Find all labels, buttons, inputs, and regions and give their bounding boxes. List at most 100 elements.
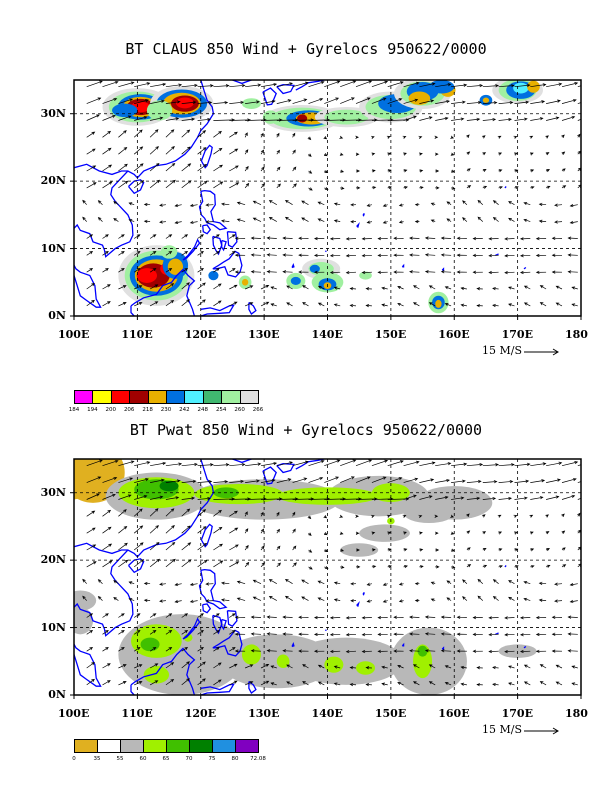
wind-arrow [472, 253, 483, 258]
wind-arrow [260, 166, 265, 172]
wind-arrow [181, 646, 189, 652]
wind-arrow [181, 163, 192, 172]
wind-arrow [387, 460, 404, 467]
wind-arrow [498, 185, 503, 190]
wind-arrow [482, 463, 500, 467]
wind-arrow [324, 169, 329, 173]
wind-arrow [382, 582, 388, 586]
wind-arrow [498, 479, 514, 484]
wind-arrow [149, 267, 157, 273]
wind-arrow [298, 615, 309, 619]
wind-arrow [134, 302, 143, 307]
shading-blob [371, 483, 410, 503]
wind-arrow [229, 544, 239, 551]
colorbar-tick-label: 72.08 [250, 756, 266, 762]
colorbar-tick-label: 80 [231, 756, 239, 762]
wind-arrow [165, 525, 175, 534]
wind-arrow [397, 286, 404, 290]
wind-arrow [546, 478, 561, 483]
coastline [523, 266, 527, 270]
wind-arrow [276, 183, 281, 189]
wind-arrow [229, 100, 244, 105]
wind-arrow [554, 599, 563, 603]
wind-arrow [567, 615, 578, 619]
colorbar-tick-label: 200 [105, 407, 117, 413]
wind-arrow [102, 476, 118, 483]
wind-arrow [349, 666, 357, 670]
wind-arrow [371, 135, 375, 139]
wind-arrow [567, 632, 578, 636]
colorbar-swatch [212, 739, 236, 753]
wind-arrow [159, 582, 166, 586]
wind-arrow [143, 598, 151, 603]
wind-arrow [462, 596, 468, 601]
wind-arrow [86, 299, 95, 307]
wind-arrow [488, 237, 499, 241]
wind-arrow [340, 97, 355, 104]
wind-arrow [356, 565, 361, 569]
wind-arrow [324, 565, 329, 569]
wind-arrow [197, 479, 213, 484]
wind-arrow [197, 282, 206, 290]
wind-arrow [260, 132, 264, 138]
wind-arrow [234, 615, 246, 619]
wind-arrow [181, 117, 196, 121]
wind-arrow [133, 508, 143, 517]
wind-arrow [250, 236, 262, 240]
wind-arrow [498, 564, 503, 569]
wind-arrow [102, 493, 116, 500]
colorbar-tick-label: 60 [139, 756, 147, 762]
shading-blob [403, 502, 455, 524]
wind-arrow [118, 559, 129, 568]
y-tick-label: 10N [40, 241, 66, 255]
wind-arrow [382, 203, 388, 207]
wind-arrow [444, 682, 452, 686]
wind-arrow [324, 548, 329, 552]
bottom-panel-title: BT Pwat 850 Wind + Gyrelocs 950622/0000 [129, 421, 483, 439]
wind-arrow [482, 185, 488, 189]
wind-arrow [128, 219, 135, 223]
wind-arrow [236, 597, 246, 601]
wind-arrow [498, 463, 515, 467]
wind-arrow [165, 662, 175, 669]
wind-arrow [213, 101, 229, 105]
wind-arrow [165, 541, 176, 551]
wind-arrow [419, 169, 424, 173]
coastline [291, 642, 295, 648]
wind-arrow [333, 303, 341, 307]
wind-arrow [451, 186, 456, 190]
wind-arrow [482, 531, 487, 535]
coastline [212, 250, 243, 278]
wind-arrow [189, 220, 198, 224]
wind-arrow [456, 649, 467, 653]
wind-arrow [159, 203, 166, 207]
wind-arrow [365, 682, 372, 687]
wind-arrow [244, 182, 250, 189]
wind-arrow [229, 131, 238, 138]
wind-arrow [250, 253, 262, 257]
wind-arrow [292, 166, 297, 172]
wind-arrow [143, 219, 151, 224]
colorbar-swatch [239, 390, 259, 404]
wind-arrow [504, 616, 515, 620]
wind-arrow [181, 496, 196, 500]
wind-arrow [498, 169, 503, 173]
wind-arrow [403, 98, 419, 104]
wind-arrow [435, 478, 450, 483]
wind-arrow [446, 597, 452, 601]
wind-arrow [298, 253, 309, 257]
bottom-map-content [74, 459, 581, 695]
wind-arrow [181, 678, 190, 686]
wind-arrow [213, 630, 220, 635]
wind-arrow [102, 630, 109, 635]
wind-arrow [513, 135, 518, 139]
wind-arrow [181, 299, 190, 307]
wind-arrow [419, 186, 424, 190]
wind-arrow [371, 97, 387, 104]
x-tick-label: 130E [248, 707, 280, 720]
wind-arrow [545, 169, 551, 173]
wind-arrow [165, 646, 173, 652]
colorbar-tick-label: 35 [93, 756, 101, 762]
wind-arrow [260, 118, 283, 122]
x-tick-label: 110E [121, 707, 153, 720]
